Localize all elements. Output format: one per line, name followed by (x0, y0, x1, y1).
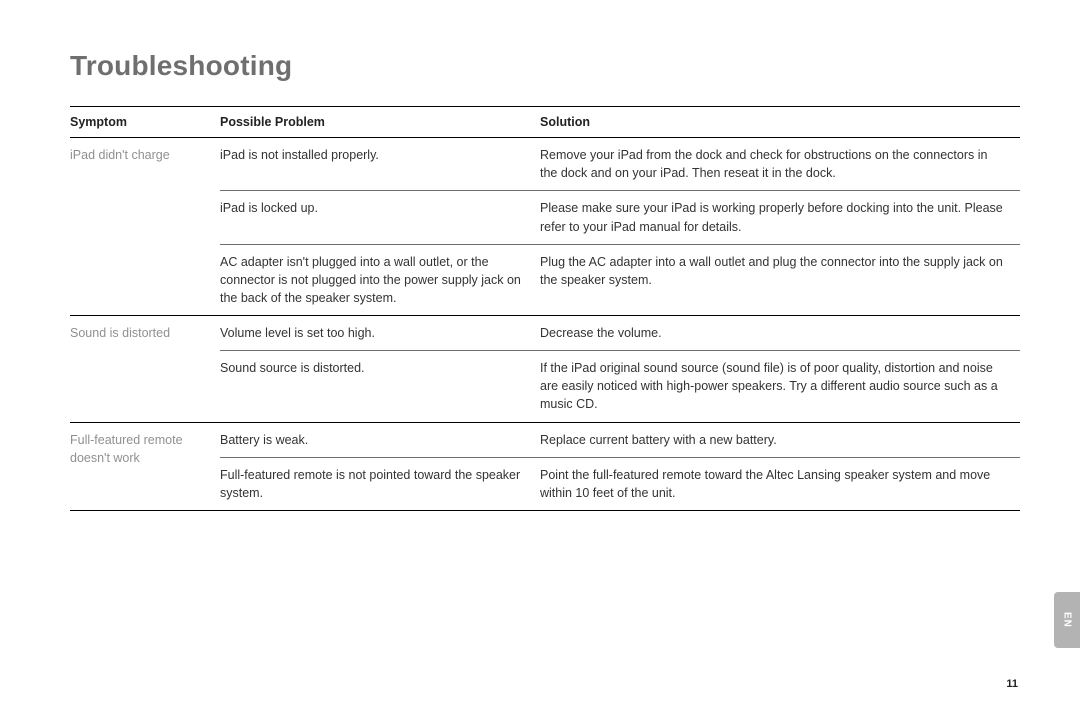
problem-cell: iPad is locked up. (220, 191, 540, 244)
table-row: Full-featured remote doesn't work Batter… (70, 422, 1020, 457)
solution-cell: Point the full-featured remote toward th… (540, 457, 1020, 510)
language-tab-label: EN (1062, 612, 1073, 628)
solution-cell: Remove your iPad from the dock and check… (540, 138, 1020, 191)
page-number: 11 (1006, 678, 1018, 690)
symptom-cell: Sound is distorted (70, 316, 220, 423)
table-row: Sound is distorted Volume level is set t… (70, 316, 1020, 351)
troubleshooting-table: Symptom Possible Problem Solution iPad d… (70, 106, 1020, 511)
table-row: iPad didn't charge iPad is not installed… (70, 138, 1020, 191)
problem-cell: Sound source is distorted. (220, 351, 540, 422)
manual-page: Troubleshooting Symptom Possible Problem… (0, 0, 1080, 541)
problem-cell: iPad is not installed properly. (220, 138, 540, 191)
symptom-cell: iPad didn't charge (70, 138, 220, 316)
header-solution: Solution (540, 107, 1020, 138)
solution-cell: Decrease the volume. (540, 316, 1020, 351)
table-header-row: Symptom Possible Problem Solution (70, 107, 1020, 138)
header-problem: Possible Problem (220, 107, 540, 138)
problem-cell: Battery is weak. (220, 422, 540, 457)
solution-cell: If the iPad original sound source (sound… (540, 351, 1020, 422)
solution-cell: Replace current battery with a new batte… (540, 422, 1020, 457)
problem-cell: Volume level is set too high. (220, 316, 540, 351)
problem-cell: AC adapter isn't plugged into a wall out… (220, 244, 540, 315)
symptom-cell: Full-featured remote doesn't work (70, 422, 220, 510)
solution-cell: Please make sure your iPad is working pr… (540, 191, 1020, 244)
header-symptom: Symptom (70, 107, 220, 138)
solution-cell: Plug the AC adapter into a wall outlet a… (540, 244, 1020, 315)
language-tab: EN (1054, 592, 1080, 648)
problem-cell: Full-featured remote is not pointed towa… (220, 457, 540, 510)
page-title: Troubleshooting (70, 50, 1020, 82)
